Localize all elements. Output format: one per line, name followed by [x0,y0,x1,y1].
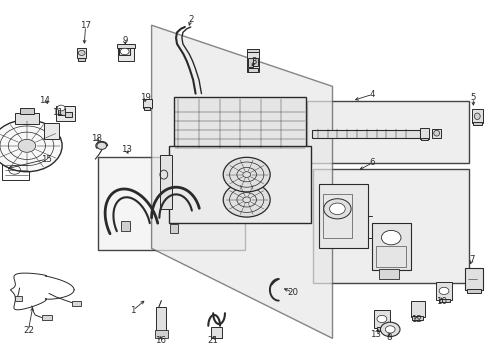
Text: 13: 13 [369,330,380,338]
Bar [58,108,64,115]
Circle shape [78,50,85,55]
Bar [41,315,52,320]
Text: 9: 9 [122,36,127,45]
Bar [420,138,427,140]
Bar [311,130,419,138]
Text: 20: 20 [286,288,297,297]
Bar [2,160,29,180]
Text: 19: 19 [140,94,151,102]
Bar [318,184,367,248]
Text: 15: 15 [41,154,52,163]
Circle shape [0,120,62,172]
Bar [246,49,259,52]
Circle shape [323,199,350,219]
Bar [15,296,22,301]
Bar [170,224,178,233]
Text: 12: 12 [410,315,421,324]
Circle shape [381,230,400,245]
Text: 14: 14 [40,95,50,104]
Bar [472,122,481,125]
Text: 1: 1 [130,306,136,315]
Circle shape [223,157,269,192]
Circle shape [376,315,386,323]
Text: 8: 8 [385,333,391,342]
Bar [15,113,39,124]
Bar [306,101,468,163]
Text: 4: 4 [369,90,375,99]
Text: 6: 6 [369,158,375,167]
Circle shape [329,203,345,215]
Text: 18: 18 [91,134,102,143]
Bar [438,299,449,302]
Circle shape [385,326,394,333]
Bar [65,112,72,117]
Bar [248,58,253,67]
Bar [253,58,258,66]
Bar [56,106,75,121]
Bar [371,223,410,270]
Bar [160,155,172,209]
Circle shape [97,142,106,149]
Bar [376,327,386,331]
Bar [98,157,244,250]
Bar [312,169,468,283]
Circle shape [120,48,129,55]
Bar [466,289,480,293]
Bar [121,221,129,231]
Bar [173,97,305,151]
Bar [411,316,422,320]
Text: 3: 3 [251,57,257,66]
Bar [431,129,440,138]
Bar [246,52,259,72]
Text: 5: 5 [469,94,475,102]
Text: 11: 11 [52,108,63,117]
Bar [168,146,310,223]
Text: 2: 2 [187,15,193,24]
Ellipse shape [473,113,479,120]
Bar [77,48,86,58]
Bar [117,44,135,48]
Bar [378,269,398,279]
Bar [410,301,425,317]
Bar [119,48,130,55]
Text: 21: 21 [207,336,218,345]
Bar [20,108,34,114]
Bar [419,128,428,139]
Bar [142,99,151,108]
Bar [373,310,389,328]
Bar [464,268,482,290]
Bar [471,109,482,123]
Circle shape [18,139,36,152]
Text: 22: 22 [23,326,34,335]
Bar [44,123,59,139]
Bar [78,58,85,61]
Bar [154,330,168,338]
Bar [211,327,222,338]
Circle shape [223,183,269,217]
Bar [118,46,134,61]
Text: 16: 16 [155,336,165,345]
Circle shape [380,322,399,337]
Circle shape [438,287,448,294]
Bar [72,301,81,306]
Text: 10: 10 [435,297,446,306]
Text: 17: 17 [80,21,91,30]
Polygon shape [151,25,332,338]
Bar [435,282,451,300]
Bar [156,307,166,331]
Circle shape [57,105,65,111]
Bar [144,107,150,110]
Text: 7: 7 [468,256,474,264]
Bar [248,68,258,72]
Bar [322,194,351,238]
Ellipse shape [433,130,439,136]
Bar [375,246,405,267]
Text: 13: 13 [121,145,131,154]
